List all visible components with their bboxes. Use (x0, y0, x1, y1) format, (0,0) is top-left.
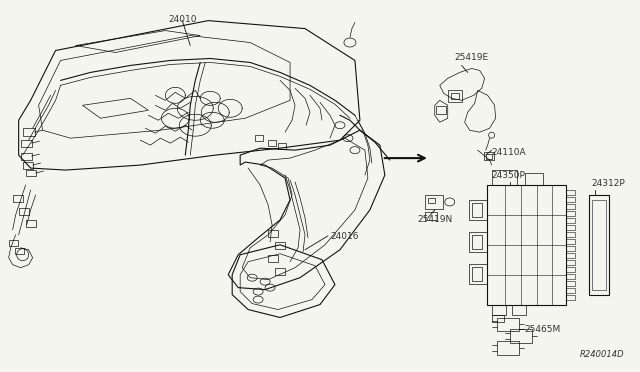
Bar (468, 232, 486, 252)
Bar (472, 267, 482, 280)
Bar (19, 208, 29, 215)
Bar (268, 140, 276, 146)
Bar (593, 200, 606, 290)
Bar (13, 195, 22, 202)
Bar (425, 195, 443, 209)
Bar (20, 153, 31, 160)
Bar (268, 230, 278, 237)
Bar (486, 185, 566, 305)
Bar (566, 211, 575, 216)
Bar (566, 274, 575, 279)
Bar (472, 235, 482, 249)
Bar (492, 170, 516, 185)
Bar (275, 242, 285, 249)
Text: 24312P: 24312P (591, 179, 625, 188)
Bar (22, 128, 35, 136)
Text: 24110A: 24110A (492, 148, 526, 157)
Bar (436, 106, 445, 114)
Text: R240014D: R240014D (580, 350, 625, 359)
Bar (26, 170, 36, 176)
Bar (497, 341, 518, 355)
Bar (255, 135, 263, 141)
Bar (566, 204, 575, 209)
Bar (448, 90, 461, 102)
Bar (566, 267, 575, 272)
Bar (451, 93, 459, 99)
Bar (497, 318, 518, 331)
Bar (566, 225, 575, 230)
Text: 24016: 24016 (330, 232, 358, 241)
Bar (566, 246, 575, 251)
Bar (9, 240, 18, 246)
Bar (20, 140, 31, 147)
Bar (566, 232, 575, 237)
Text: 24010: 24010 (168, 15, 196, 24)
Text: 24350P: 24350P (492, 171, 525, 180)
Bar (275, 268, 285, 275)
Bar (278, 143, 286, 149)
Bar (566, 253, 575, 258)
Bar (566, 280, 575, 286)
Text: 25419E: 25419E (454, 54, 489, 62)
Text: 25419N: 25419N (418, 215, 453, 224)
Bar (492, 314, 504, 323)
Bar (472, 203, 482, 217)
Bar (492, 305, 506, 314)
Bar (566, 260, 575, 265)
Bar (268, 255, 278, 262)
Bar (425, 212, 436, 220)
Bar (566, 218, 575, 223)
Bar (525, 173, 543, 185)
Bar (509, 330, 532, 343)
Bar (566, 239, 575, 244)
Bar (566, 295, 575, 299)
Bar (486, 154, 492, 159)
Text: 25465M: 25465M (525, 325, 561, 334)
Bar (22, 162, 33, 169)
Bar (468, 264, 486, 283)
Bar (428, 198, 435, 203)
Bar (511, 305, 525, 314)
Bar (566, 190, 575, 195)
Bar (566, 197, 575, 202)
Bar (26, 220, 36, 227)
Bar (484, 152, 493, 160)
Bar (566, 288, 575, 293)
Bar (589, 195, 609, 295)
Bar (15, 248, 24, 254)
Bar (468, 200, 486, 220)
